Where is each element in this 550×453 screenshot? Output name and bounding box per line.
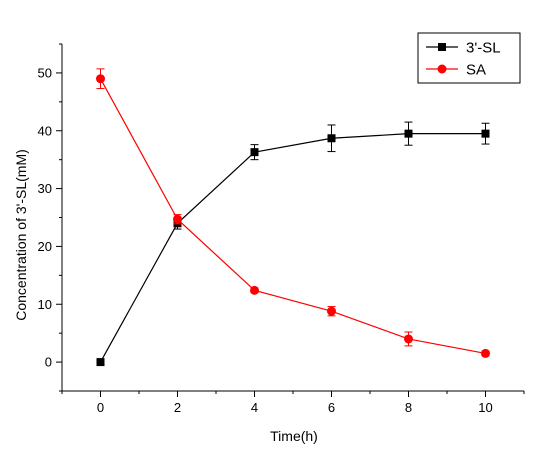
series-line (99, 78, 486, 354)
data-point (96, 74, 105, 84)
y-tick-label: 10 (38, 297, 52, 312)
y-tick-label: 0 (45, 355, 52, 370)
data-point (96, 358, 105, 367)
x-tick-label: 2 (174, 400, 181, 415)
data-point (250, 148, 259, 157)
data-point (404, 129, 413, 138)
legend-marker (437, 64, 447, 74)
data-point (481, 348, 490, 358)
series-2 (96, 68, 490, 358)
legend-box (417, 32, 521, 84)
data-point (250, 285, 259, 295)
data-point (481, 129, 490, 138)
series-line (99, 133, 486, 363)
data-point (327, 134, 336, 143)
y-tick-label: 50 (38, 65, 52, 80)
legend-marker (438, 43, 446, 51)
y-tick-label: 40 (38, 123, 52, 138)
plot-area: 0 2 4 6 8 10 0 10 20 30 40 50 (38, 43, 525, 415)
x-tick-label: 6 (328, 400, 335, 415)
x-axis-title: Time(h) (270, 428, 318, 444)
x-tick-label: 0 (97, 400, 104, 415)
data-point (173, 214, 182, 224)
x-tick-label: 10 (478, 400, 492, 415)
data-point (404, 334, 413, 344)
legend-label: 3'-SL (466, 40, 501, 57)
series-1 (96, 121, 490, 367)
legend: 3'-SL SA (417, 32, 521, 84)
y-tick-label: 30 (38, 181, 52, 196)
x-tick-label: 8 (405, 400, 412, 415)
y-axis-title-group: Concentration of 3'-SL(mM) (13, 149, 29, 321)
x-tick-label: 4 (251, 400, 258, 415)
y-axis-title: Concentration of 3'-SL(mM) (13, 149, 29, 321)
y-tick-label: 20 (38, 239, 52, 254)
data-point (327, 306, 336, 316)
legend-label: SA (466, 62, 486, 79)
